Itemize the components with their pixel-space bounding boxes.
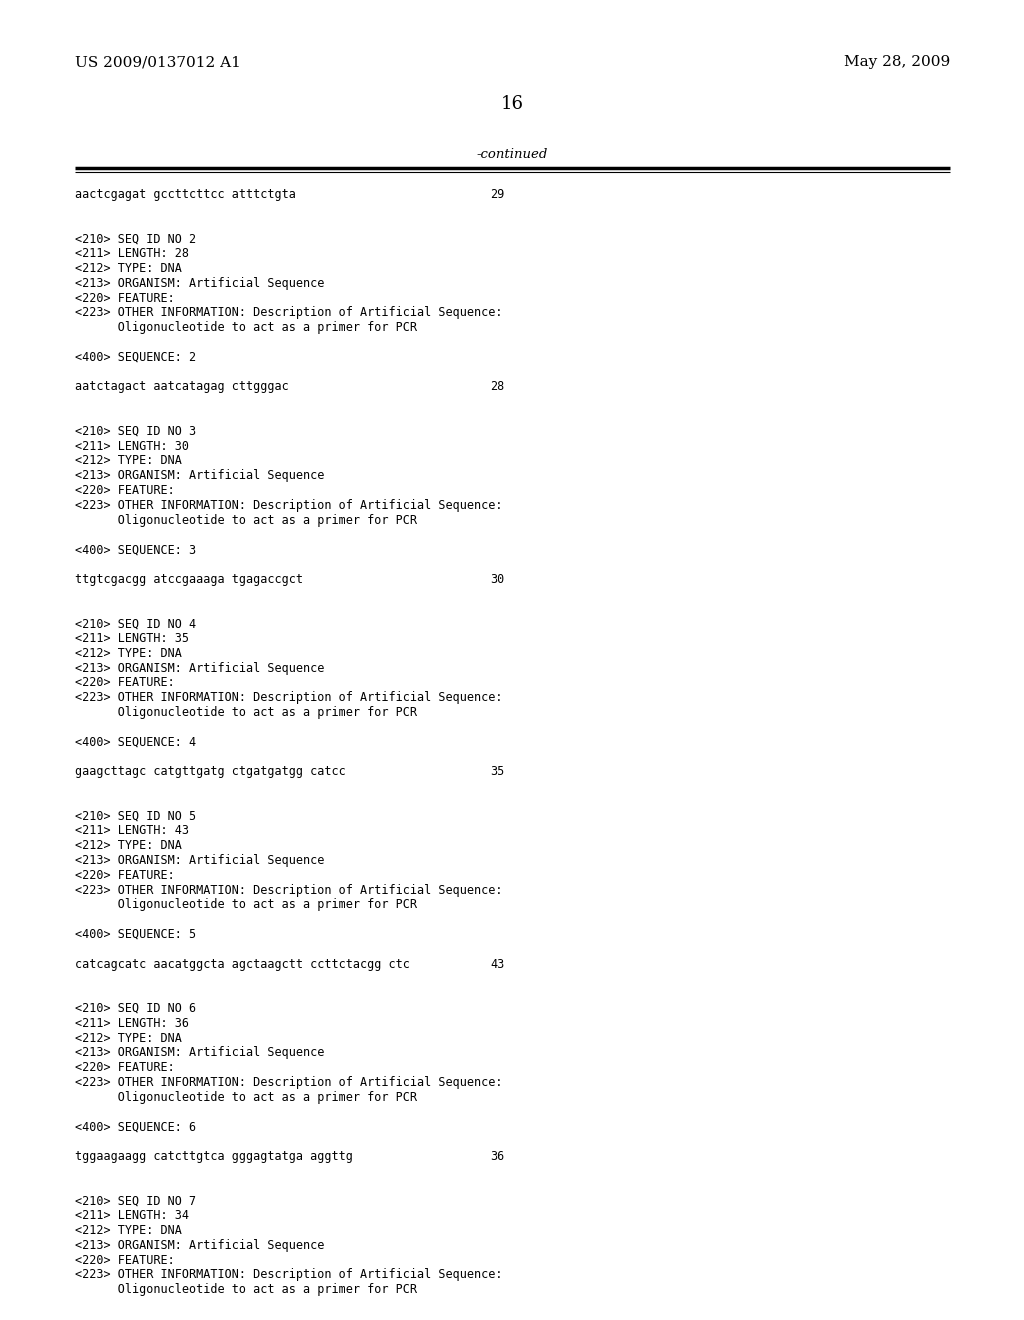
Text: <210> SEQ ID NO 3: <210> SEQ ID NO 3 <box>75 425 197 438</box>
Text: Oligonucleotide to act as a primer for PCR: Oligonucleotide to act as a primer for P… <box>75 1090 417 1104</box>
Text: <400> SEQUENCE: 2: <400> SEQUENCE: 2 <box>75 351 197 364</box>
Text: <220> FEATURE:: <220> FEATURE: <box>75 676 175 689</box>
Text: <211> LENGTH: 36: <211> LENGTH: 36 <box>75 1016 189 1030</box>
Text: <223> OTHER INFORMATION: Description of Artificial Sequence:: <223> OTHER INFORMATION: Description of … <box>75 306 503 319</box>
Text: <213> ORGANISM: Artificial Sequence: <213> ORGANISM: Artificial Sequence <box>75 661 325 675</box>
Text: <400> SEQUENCE: 5: <400> SEQUENCE: 5 <box>75 928 197 941</box>
Text: Oligonucleotide to act as a primer for PCR: Oligonucleotide to act as a primer for P… <box>75 706 417 719</box>
Text: <400> SEQUENCE: 6: <400> SEQUENCE: 6 <box>75 1121 197 1134</box>
Text: <211> LENGTH: 28: <211> LENGTH: 28 <box>75 247 189 260</box>
Text: <212> TYPE: DNA: <212> TYPE: DNA <box>75 647 182 660</box>
Text: catcagcatc aacatggcta agctaagctt ccttctacgg ctc: catcagcatc aacatggcta agctaagctt ccttcta… <box>75 957 410 970</box>
Text: <223> OTHER INFORMATION: Description of Artificial Sequence:: <223> OTHER INFORMATION: Description of … <box>75 499 503 512</box>
Text: <223> OTHER INFORMATION: Description of Artificial Sequence:: <223> OTHER INFORMATION: Description of … <box>75 1076 503 1089</box>
Text: <220> FEATURE:: <220> FEATURE: <box>75 1254 175 1267</box>
Text: <210> SEQ ID NO 6: <210> SEQ ID NO 6 <box>75 1002 197 1015</box>
Text: <212> TYPE: DNA: <212> TYPE: DNA <box>75 261 182 275</box>
Text: <400> SEQUENCE: 4: <400> SEQUENCE: 4 <box>75 735 197 748</box>
Text: <210> SEQ ID NO 7: <210> SEQ ID NO 7 <box>75 1195 197 1208</box>
Text: May 28, 2009: May 28, 2009 <box>844 55 950 69</box>
Text: 16: 16 <box>501 95 523 114</box>
Text: Oligonucleotide to act as a primer for PCR: Oligonucleotide to act as a primer for P… <box>75 513 417 527</box>
Text: <211> LENGTH: 34: <211> LENGTH: 34 <box>75 1209 189 1222</box>
Text: 35: 35 <box>490 766 504 779</box>
Text: 28: 28 <box>490 380 504 393</box>
Text: <212> TYPE: DNA: <212> TYPE: DNA <box>75 1032 182 1044</box>
Text: Oligonucleotide to act as a primer for PCR: Oligonucleotide to act as a primer for P… <box>75 321 417 334</box>
Text: <210> SEQ ID NO 4: <210> SEQ ID NO 4 <box>75 618 197 630</box>
Text: tggaagaagg catcttgtca gggagtatga aggttg: tggaagaagg catcttgtca gggagtatga aggttg <box>75 1150 353 1163</box>
Text: Oligonucleotide to act as a primer for PCR: Oligonucleotide to act as a primer for P… <box>75 1283 417 1296</box>
Text: 36: 36 <box>490 1150 504 1163</box>
Text: <213> ORGANISM: Artificial Sequence: <213> ORGANISM: Artificial Sequence <box>75 277 325 290</box>
Text: 29: 29 <box>490 187 504 201</box>
Text: <220> FEATURE:: <220> FEATURE: <box>75 292 175 305</box>
Text: <213> ORGANISM: Artificial Sequence: <213> ORGANISM: Artificial Sequence <box>75 854 325 867</box>
Text: <211> LENGTH: 30: <211> LENGTH: 30 <box>75 440 189 453</box>
Text: <211> LENGTH: 35: <211> LENGTH: 35 <box>75 632 189 645</box>
Text: aatctagact aatcatagag cttgggac: aatctagact aatcatagag cttgggac <box>75 380 289 393</box>
Text: <220> FEATURE:: <220> FEATURE: <box>75 869 175 882</box>
Text: <212> TYPE: DNA: <212> TYPE: DNA <box>75 1224 182 1237</box>
Text: <213> ORGANISM: Artificial Sequence: <213> ORGANISM: Artificial Sequence <box>75 469 325 482</box>
Text: <220> FEATURE:: <220> FEATURE: <box>75 1061 175 1074</box>
Text: gaagcttagc catgttgatg ctgatgatgg catcc: gaagcttagc catgttgatg ctgatgatgg catcc <box>75 766 346 779</box>
Text: US 2009/0137012 A1: US 2009/0137012 A1 <box>75 55 241 69</box>
Text: <211> LENGTH: 43: <211> LENGTH: 43 <box>75 825 189 837</box>
Text: <210> SEQ ID NO 5: <210> SEQ ID NO 5 <box>75 809 197 822</box>
Text: <223> OTHER INFORMATION: Description of Artificial Sequence:: <223> OTHER INFORMATION: Description of … <box>75 1269 503 1282</box>
Text: <210> SEQ ID NO 2: <210> SEQ ID NO 2 <box>75 232 197 246</box>
Text: <223> OTHER INFORMATION: Description of Artificial Sequence:: <223> OTHER INFORMATION: Description of … <box>75 883 503 896</box>
Text: 43: 43 <box>490 957 504 970</box>
Text: Oligonucleotide to act as a primer for PCR: Oligonucleotide to act as a primer for P… <box>75 899 417 911</box>
Text: 30: 30 <box>490 573 504 586</box>
Text: <220> FEATURE:: <220> FEATURE: <box>75 484 175 498</box>
Text: ttgtcgacgg atccgaaaga tgagaccgct: ttgtcgacgg atccgaaaga tgagaccgct <box>75 573 303 586</box>
Text: <400> SEQUENCE: 3: <400> SEQUENCE: 3 <box>75 544 197 556</box>
Text: <213> ORGANISM: Artificial Sequence: <213> ORGANISM: Artificial Sequence <box>75 1238 325 1251</box>
Text: -continued: -continued <box>476 148 548 161</box>
Text: aactcgagat gccttcttcc atttctgta: aactcgagat gccttcttcc atttctgta <box>75 187 296 201</box>
Text: <212> TYPE: DNA: <212> TYPE: DNA <box>75 454 182 467</box>
Text: <223> OTHER INFORMATION: Description of Artificial Sequence:: <223> OTHER INFORMATION: Description of … <box>75 692 503 704</box>
Text: <213> ORGANISM: Artificial Sequence: <213> ORGANISM: Artificial Sequence <box>75 1047 325 1060</box>
Text: <212> TYPE: DNA: <212> TYPE: DNA <box>75 840 182 853</box>
